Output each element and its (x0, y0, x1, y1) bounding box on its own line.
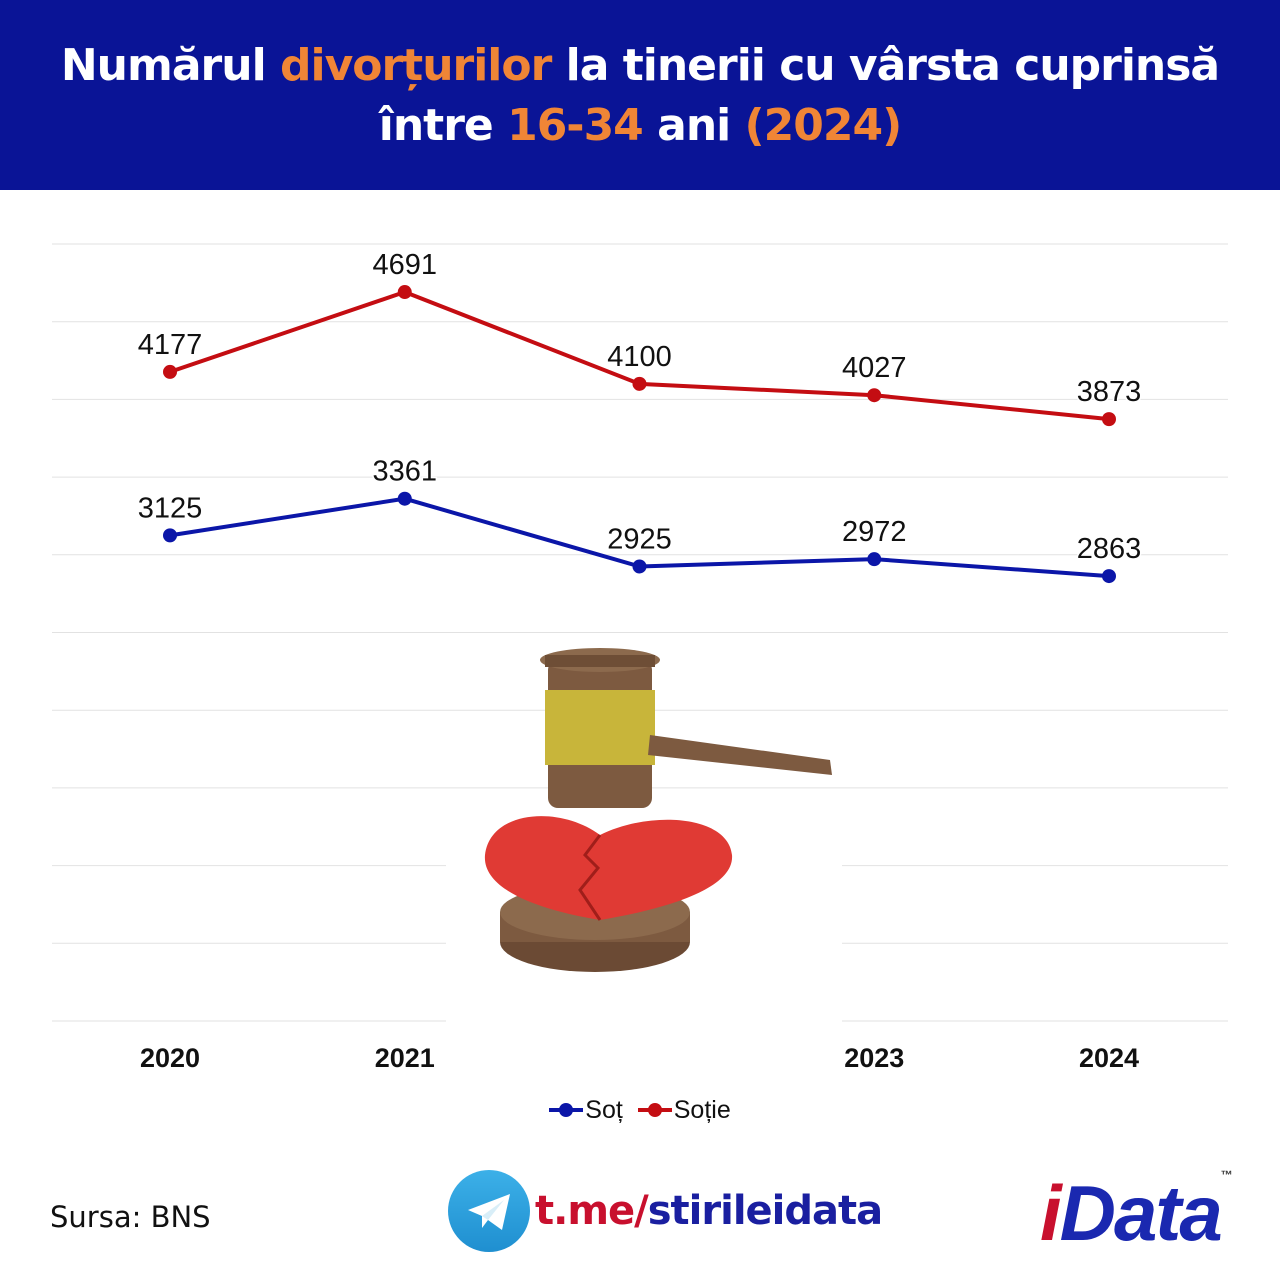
data-point (867, 552, 882, 567)
data-point (397, 285, 412, 300)
gavel-heart-illustration (446, 648, 842, 1090)
logo-text: Data (1059, 1169, 1223, 1257)
data-point (163, 364, 177, 379)
source-note: Sursa: BNS (50, 1200, 211, 1234)
x-tick-label: 2024 (1079, 1043, 1139, 1073)
logo-tm: ™ (1220, 1168, 1233, 1182)
link-part: t.me/ (535, 1188, 649, 1234)
data-label: 3125 (138, 492, 203, 524)
data-point (163, 528, 177, 543)
legend-item-sot: Soț (549, 1096, 623, 1125)
data-label: 4027 (842, 352, 907, 384)
data-label: 4177 (138, 329, 203, 361)
title-highlight: 16-34 (507, 100, 644, 151)
data-label: 2972 (842, 516, 907, 548)
x-tick-label: 2021 (375, 1043, 435, 1073)
link-part: stirileidata (647, 1188, 883, 1234)
x-tick-label: 2020 (140, 1043, 200, 1073)
title-highlight: (2024) (744, 100, 903, 151)
data-point (632, 376, 647, 391)
logo-i: i (1040, 1169, 1062, 1257)
data-label: 2863 (1077, 533, 1142, 565)
title-text: ani (642, 100, 745, 151)
data-label: 3873 (1077, 376, 1142, 408)
data-point (1102, 569, 1116, 584)
legend-swatch-sotie (637, 1103, 672, 1117)
data-label: 4691 (372, 249, 437, 281)
title-text: Numărul (60, 40, 280, 91)
legend-label: Soție (673, 1095, 731, 1124)
line-chart: 20202021202220232024 3125336129252972286… (52, 243, 1228, 1090)
telegram-icon[interactable] (448, 1170, 530, 1252)
title-line-2: între 16-34 ani (2024) (0, 96, 1280, 156)
chart-legend: Soț Soție (0, 1090, 1280, 1125)
data-point (397, 491, 412, 506)
legend-swatch-sot (549, 1103, 584, 1117)
title-banner: Numărul divorțurilor la tinerii cu vârst… (0, 0, 1280, 190)
title-text: între (378, 100, 508, 151)
data-point (632, 559, 647, 574)
title-text: la tinerii cu vârsta cuprinsă (551, 40, 1220, 91)
idata-logo: iData™ (1040, 1168, 1233, 1259)
data-point (867, 388, 882, 403)
legend-item-sotie: Soție (637, 1095, 731, 1125)
data-point (1102, 412, 1116, 427)
data-label: 4100 (607, 341, 672, 373)
data-label: 2925 (607, 523, 672, 555)
title-highlight: divorțurilor (279, 40, 552, 91)
title-line-1: Numărul divorțurilor la tinerii cu vârst… (0, 36, 1280, 96)
telegram-link[interactable]: t.me/stirileidata (535, 1188, 883, 1234)
x-tick-label: 2023 (844, 1043, 904, 1073)
legend-label: Soț (585, 1095, 623, 1124)
data-label: 3361 (372, 456, 437, 488)
